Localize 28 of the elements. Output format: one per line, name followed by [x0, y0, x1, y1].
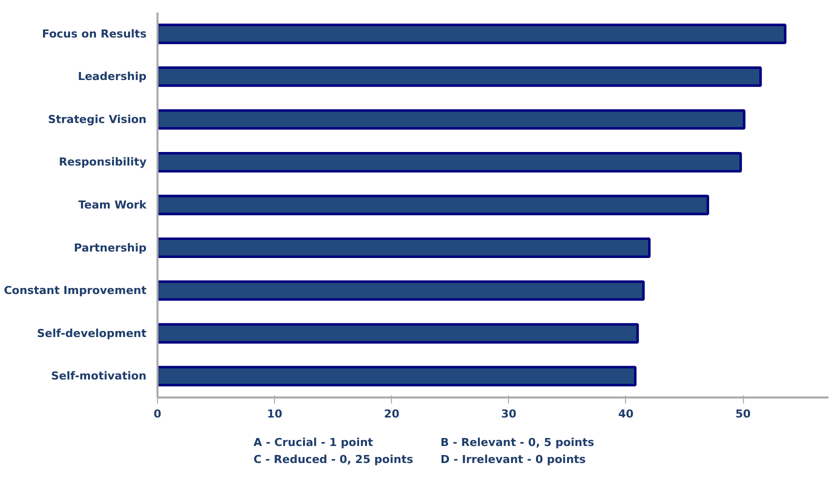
bar: [158, 280, 645, 301]
bar: [158, 366, 637, 386]
text: A - Crucial - 1 point: [254, 436, 374, 449]
y-tick-label: Strategic Vision: [48, 112, 147, 126]
text: D - Irrelevant - 0 points: [440, 453, 586, 466]
y-tick-label: Focus on Results: [42, 27, 147, 40]
bar: [158, 194, 710, 216]
bar: [158, 323, 639, 344]
y-tick-label: Constant Improvement: [4, 284, 147, 298]
bar: [158, 66, 762, 87]
y-tick-label: Team Work: [78, 198, 148, 212]
y-tick-label: Partnership: [74, 241, 147, 254]
y-tick-label: Self-motivation: [51, 370, 147, 383]
x-tick-label: 30: [501, 408, 517, 420]
bar: [158, 238, 651, 258]
y-tick-label: Leadership: [78, 70, 147, 84]
y-tick-label: Self-development: [37, 326, 147, 340]
bar: [158, 152, 742, 172]
y-tick-label: Responsibility: [58, 156, 147, 169]
text: C - Reduced - 0, 25 points: [254, 453, 414, 466]
x-tick-label: 20: [384, 408, 400, 420]
x-tick-label: 50: [735, 408, 752, 420]
bar: [158, 24, 786, 44]
bar: [158, 109, 746, 130]
text: B - Relevant - 0, 5 points: [440, 436, 595, 449]
x-tick-label: 10: [266, 408, 283, 420]
x-tick-label: 0: [154, 408, 162, 420]
x-tick-label: 40: [618, 408, 634, 420]
